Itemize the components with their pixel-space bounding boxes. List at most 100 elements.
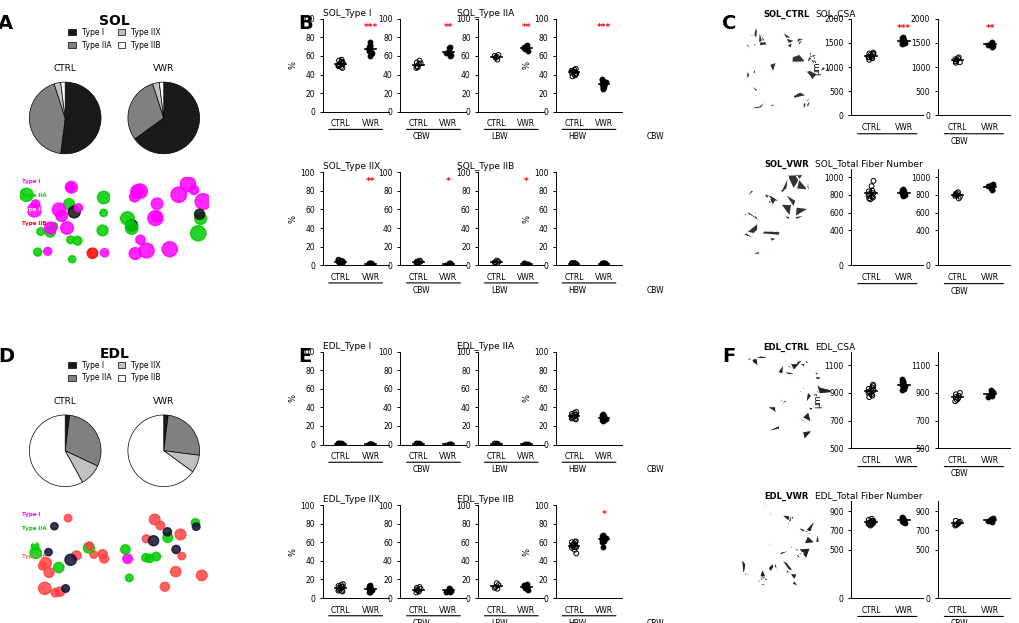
Point	[568, 407, 584, 417]
Polygon shape	[796, 176, 809, 191]
Circle shape	[139, 243, 154, 258]
Point	[949, 188, 965, 197]
Circle shape	[142, 535, 150, 543]
Circle shape	[149, 536, 159, 546]
Point	[487, 53, 503, 63]
Circle shape	[100, 554, 108, 563]
Point	[409, 439, 425, 449]
Y-axis label: %: %	[522, 61, 531, 69]
Point	[894, 516, 910, 526]
Point	[859, 388, 875, 398]
Point	[361, 40, 377, 50]
Point	[894, 189, 910, 199]
Text: HBW: HBW	[568, 132, 586, 141]
Point	[412, 584, 428, 594]
Polygon shape	[746, 69, 755, 80]
Point	[862, 389, 878, 399]
Wedge shape	[127, 84, 164, 139]
Text: **: **	[521, 23, 531, 32]
Circle shape	[192, 518, 200, 526]
Circle shape	[68, 255, 75, 263]
Polygon shape	[809, 55, 817, 64]
Polygon shape	[757, 574, 769, 588]
Point	[864, 188, 880, 198]
Point	[333, 440, 350, 450]
Point	[947, 190, 963, 200]
Text: CBW: CBW	[413, 619, 430, 623]
Point	[594, 416, 610, 426]
Point	[594, 410, 610, 420]
Circle shape	[149, 514, 160, 525]
Point	[330, 583, 346, 593]
Text: LBW: LBW	[490, 286, 507, 295]
Circle shape	[197, 570, 207, 581]
Point	[982, 37, 999, 47]
Polygon shape	[775, 364, 790, 375]
Polygon shape	[769, 235, 781, 244]
Title: EDL_VWR: EDL_VWR	[763, 492, 808, 502]
Point	[363, 585, 379, 595]
Point	[594, 259, 610, 269]
Point	[361, 440, 377, 450]
Text: *: *	[524, 177, 528, 186]
Circle shape	[100, 249, 109, 257]
Point	[567, 410, 583, 420]
Point	[361, 45, 377, 55]
Point	[331, 439, 347, 449]
Point	[983, 40, 1000, 50]
Point	[566, 259, 582, 269]
Circle shape	[51, 588, 60, 597]
Point	[894, 376, 910, 386]
Point	[978, 516, 995, 526]
Title: EDL_CTRL: EDL_CTRL	[763, 343, 809, 351]
Point	[864, 176, 880, 186]
Circle shape	[66, 236, 74, 244]
Circle shape	[74, 204, 83, 212]
Point	[863, 192, 879, 202]
Point	[982, 389, 999, 399]
Point	[486, 583, 502, 593]
Polygon shape	[797, 412, 811, 427]
Point	[330, 585, 346, 595]
Polygon shape	[781, 189, 800, 207]
Point	[441, 584, 458, 594]
Point	[330, 257, 346, 267]
Point	[594, 259, 610, 269]
Point	[594, 531, 610, 541]
Point	[361, 37, 377, 47]
Polygon shape	[805, 401, 813, 411]
Point	[363, 439, 379, 449]
Point	[948, 55, 964, 65]
Point	[333, 586, 350, 596]
Point	[564, 541, 580, 551]
Point	[441, 439, 458, 449]
Point	[566, 259, 582, 269]
Point	[408, 63, 424, 73]
Point	[894, 515, 910, 525]
Point	[516, 42, 532, 52]
Title: VWR: VWR	[153, 397, 174, 406]
Point	[518, 440, 534, 450]
Point	[441, 439, 458, 449]
Point	[864, 49, 880, 59]
Circle shape	[73, 236, 82, 245]
Polygon shape	[762, 194, 782, 207]
Point	[412, 440, 428, 450]
Point	[862, 520, 878, 530]
Point	[330, 255, 346, 265]
Circle shape	[129, 192, 140, 202]
Circle shape	[132, 184, 148, 199]
Circle shape	[44, 247, 52, 255]
Point	[947, 389, 963, 399]
Point	[861, 521, 877, 531]
Point	[595, 81, 611, 91]
Circle shape	[142, 554, 150, 562]
Title: CTRL: CTRL	[54, 397, 76, 406]
Text: ***: ***	[896, 24, 910, 32]
Y-axis label: μm²: μm²	[812, 391, 821, 408]
Wedge shape	[65, 415, 69, 451]
Point	[516, 440, 532, 450]
Point	[596, 78, 612, 88]
Point	[568, 259, 584, 269]
Point	[594, 533, 610, 543]
